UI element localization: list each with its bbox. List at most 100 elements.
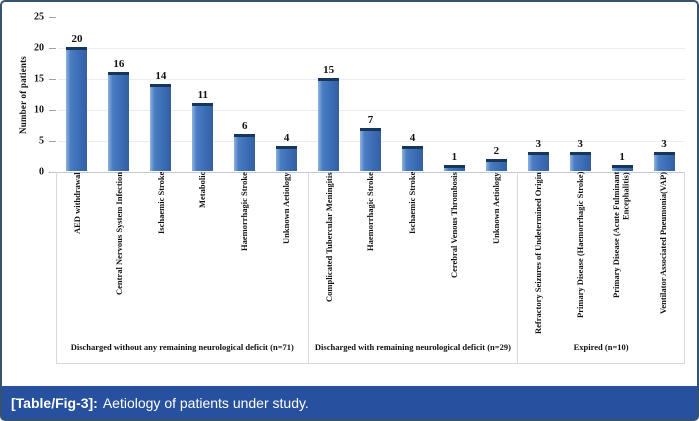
bar-value-label: 7: [367, 114, 374, 127]
category-label: Haemorrhagic Stroke: [365, 172, 376, 252]
category-label-slot: Haemorrhagic Stroke: [350, 172, 392, 340]
category-group: 3 3 1 3 Refractory Seizures of Undetermined …: [517, 17, 685, 364]
bar: [150, 84, 172, 172]
category-label-slot: Complicated Tubercular Meningitis: [309, 172, 351, 340]
bar-value-label: 15: [323, 64, 335, 77]
category-label: Complicated Tubercular Meningitis: [323, 172, 334, 302]
group-caption-text: Expired (n=10): [573, 342, 629, 353]
y-tick-mark: [49, 17, 56, 18]
gridline: [58, 48, 685, 49]
category-label-slot: AED withdrawal: [57, 172, 99, 340]
bar: [66, 47, 88, 172]
category-label: Central Nervous System Infection: [113, 172, 124, 296]
bar: [653, 152, 675, 172]
bar: [360, 128, 381, 172]
gridline: [58, 79, 685, 80]
group-plot: 20 16 14 11 6 4: [56, 17, 308, 172]
category-label-slot: Unknown Aetiology: [476, 172, 518, 340]
bar-value-label: 16: [113, 58, 125, 71]
bar-value-label: 4: [409, 132, 416, 145]
bar-slot: 4: [391, 132, 433, 172]
bar-slot: 6: [224, 120, 266, 172]
bar-slot: 1: [601, 151, 643, 172]
bar-slot: 11: [182, 90, 224, 172]
bar: [318, 78, 340, 172]
y-tick-mark: [49, 141, 56, 142]
group-caption-text: Discharged with remaining neurological d…: [314, 342, 511, 353]
bar-slot: 16: [98, 58, 140, 172]
bar: [569, 152, 591, 172]
y-tick-mark: [49, 48, 56, 49]
category-label-row: Refractory Seizures of Undetermined Orig…: [517, 172, 685, 341]
y-tick-label: 5: [39, 135, 44, 147]
category-label-slot: Haemorrhagic Stroke: [224, 172, 266, 340]
bar-slot: 3: [517, 138, 559, 172]
category-label-row: AED withdrawal Central Nervous System Inf…: [56, 172, 308, 341]
bar-value-label: 3: [577, 138, 583, 151]
y-tick-label: 20: [34, 42, 44, 54]
category-label: Metabolic: [197, 172, 208, 209]
y-tick-mark: [49, 110, 56, 111]
bar-value-label: 14: [155, 70, 167, 83]
bar: [527, 152, 549, 172]
group-plot: 15 7 4 1 2: [308, 17, 518, 172]
category-group: 20 16 14 11 6 4 AED withdrawal Central Nervous …: [56, 17, 308, 364]
bar-value-label: 6: [241, 120, 248, 133]
y-tick-label: 25: [34, 11, 44, 23]
category-label: Cerebral Venous Thrombosis: [448, 172, 459, 278]
bar: [192, 103, 214, 172]
group-caption: Expired (n=10): [517, 340, 685, 364]
figure-caption: [Table/Fig-3]: Aetiology of patients und…: [2, 386, 697, 419]
category-label: Unknown Aetiology: [490, 172, 501, 244]
category-label-slot: Ventilator Associated Pneumonia(VAP): [643, 172, 684, 340]
bar-slot: 14: [140, 70, 182, 172]
category-label-slot: Refractory Seizures of Undetermined Orig…: [518, 172, 559, 340]
category-label: Refractory Seizures of Undetermined Orig…: [533, 172, 544, 334]
figure-caption-text: Aetiology of patients under study.: [102, 394, 309, 411]
category-label-slot: Central Nervous System Infection: [99, 172, 141, 340]
category-label-slot: Ischaemic Stroke: [392, 172, 434, 340]
bar: [108, 72, 130, 172]
bar-chart: Number of patients 0 5 10 15 20 25 20 16 14 11 6 4…: [2, 2, 697, 382]
bar-value-label: 4: [283, 132, 290, 145]
y-tick-label: 15: [34, 73, 44, 85]
category-label-row: Complicated Tubercular Meningitis Haemorr…: [307, 172, 518, 341]
bar: [401, 146, 423, 172]
group-caption: Discharged without any remaining neurolo…: [56, 340, 308, 364]
category-label-slot: Unknown Aetiology: [266, 172, 308, 340]
bar-slot: 2: [475, 145, 517, 172]
category-label: Haemorrhagic Stroke: [239, 172, 250, 252]
group-caption-text: Discharged without any remaining neurolo…: [70, 342, 294, 353]
group-plot: 3 3 1 3: [517, 17, 685, 172]
y-axis: 0 5 10 15 20 25: [2, 12, 56, 178]
bar-value-label: 3: [661, 138, 667, 151]
bar-slot: 1: [433, 151, 475, 172]
category-label-slot: Metabolic: [182, 172, 224, 340]
group-caption: Discharged with remaining neurological d…: [307, 340, 518, 364]
plot-area: 20 16 14 11 6 4 AED withdrawal Central Nervous …: [50, 17, 685, 364]
y-tick-label: 10: [34, 104, 44, 116]
y-tick-mark: [49, 79, 56, 80]
bar-value-label: 20: [71, 33, 83, 46]
gridline: [58, 110, 685, 111]
bar-slot: 15: [308, 64, 350, 172]
bar-slot: 3: [559, 138, 601, 172]
bar-groups: 20 16 14 11 6 4 AED withdrawal Central Nervous …: [56, 17, 685, 364]
bar-value-label: 2: [493, 145, 500, 158]
x-axis-line: [50, 172, 685, 173]
bar-value-label: 3: [535, 138, 541, 151]
bar-slot: 7: [350, 114, 392, 172]
bar-value-label: 1: [451, 151, 458, 164]
bar: [276, 146, 298, 172]
category-label: Ventilator Associated Pneumonia(VAP): [657, 172, 668, 315]
category-label: Ischaemic Stroke: [407, 172, 418, 235]
bar: [485, 159, 507, 172]
category-label: AED withdrawal: [72, 172, 83, 234]
bar-value-label: 1: [619, 151, 625, 164]
category-group: 15 7 4 1 2 Complicated Tubercular Meningitis H…: [307, 17, 518, 364]
category-label: Primary Disease (Haemorrhagic Stroke): [574, 172, 585, 319]
category-label: Ischaemic Stroke: [155, 172, 166, 235]
bar-slot: 20: [56, 33, 98, 172]
bar-slot: 4: [266, 132, 308, 172]
